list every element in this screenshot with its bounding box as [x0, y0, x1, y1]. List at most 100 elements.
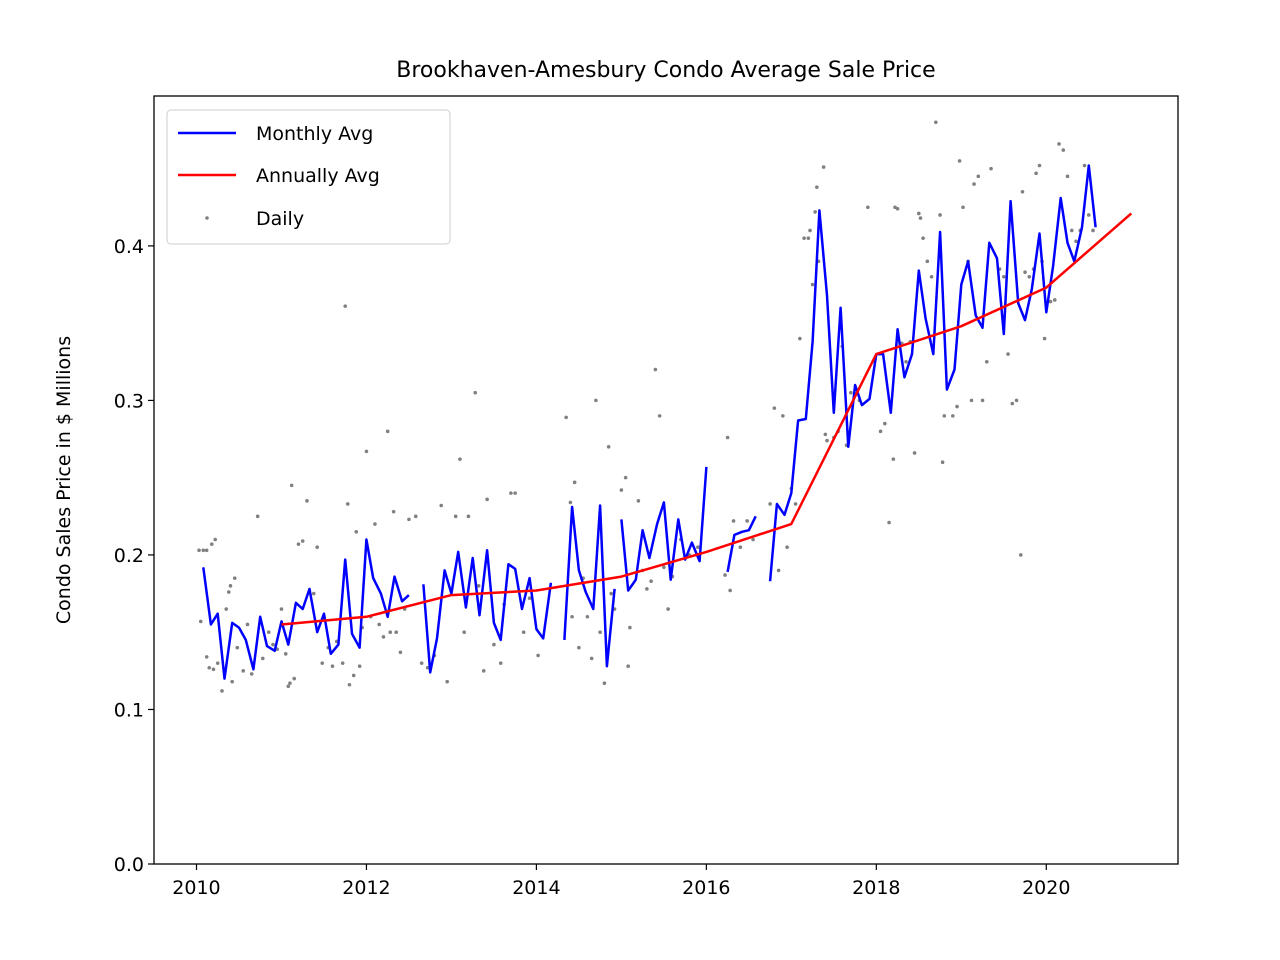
daily-point	[255, 514, 260, 519]
y-tick-label: 0.4	[114, 236, 144, 258]
daily-point	[957, 159, 962, 163]
daily-point	[921, 236, 925, 240]
y-tick-label: 0.0	[114, 854, 144, 876]
daily-point	[912, 451, 917, 455]
y-axis: 0.0 0.1 0.2 0.3 0.4	[114, 236, 154, 876]
daily-point	[942, 414, 947, 418]
daily-point	[260, 656, 265, 661]
daily-point	[241, 669, 246, 673]
daily-point	[1010, 401, 1015, 406]
daily-point	[776, 568, 781, 573]
daily-point	[213, 537, 217, 542]
daily-point	[653, 367, 658, 372]
daily-point	[878, 429, 883, 434]
chart-title: Brookhaven-Amesbury Condo Average Sale P…	[396, 58, 935, 83]
daily-point	[1020, 190, 1025, 194]
daily-point	[209, 542, 214, 546]
daily-point	[527, 596, 532, 601]
daily-point	[466, 514, 471, 519]
daily-point	[731, 519, 736, 523]
daily-point	[347, 682, 352, 687]
daily-point	[1034, 171, 1038, 176]
daily-point	[626, 664, 630, 669]
daily-point	[564, 415, 568, 420]
daily-point	[989, 166, 993, 171]
daily-point	[725, 435, 730, 440]
daily-point	[197, 548, 201, 553]
daily-point	[311, 591, 316, 596]
daily-point	[728, 588, 732, 593]
daily-point	[204, 655, 209, 659]
daily-point	[1052, 298, 1057, 302]
daily-point	[211, 667, 216, 672]
daily-point	[745, 519, 749, 523]
daily-point	[984, 359, 989, 364]
daily-point	[292, 676, 297, 681]
daily-point	[458, 457, 462, 461]
daily-point	[230, 679, 234, 684]
daily-point	[606, 444, 611, 449]
daily-point	[354, 529, 359, 534]
daily-point	[1006, 352, 1010, 356]
legend-label-daily: Daily	[256, 208, 304, 230]
daily-point	[925, 259, 930, 264]
daily-scatter	[197, 120, 1095, 693]
daily-point	[609, 591, 613, 596]
daily-point	[388, 630, 393, 635]
x-tick-label: 2014	[512, 877, 560, 899]
monthly-avg-line	[202, 164, 1097, 680]
annually-avg-line	[281, 212, 1133, 626]
daily-point	[345, 502, 350, 506]
daily-point	[1074, 239, 1078, 244]
daily-point	[266, 630, 271, 635]
daily-point	[955, 404, 959, 409]
daily-point	[391, 509, 396, 514]
daily-point	[305, 499, 309, 503]
daily-point	[513, 491, 517, 495]
daily-point	[866, 205, 870, 210]
daily-point	[300, 539, 305, 543]
daily-point	[476, 584, 481, 588]
daily-point	[1048, 299, 1053, 304]
daily-point	[445, 679, 449, 684]
daily-point	[815, 185, 819, 189]
daily-point	[289, 483, 294, 488]
daily-point	[343, 304, 348, 308]
daily-point	[785, 545, 789, 550]
daily-point	[419, 661, 424, 665]
daily-point	[1037, 163, 1042, 168]
daily-point	[891, 457, 896, 461]
daily-point	[398, 650, 403, 655]
daily-point	[585, 614, 590, 619]
daily-point	[934, 120, 938, 125]
legend: Monthly Avg Annually Avg Daily	[166, 109, 451, 245]
monthly-avg-segment	[563, 504, 616, 668]
daily-point	[509, 491, 513, 495]
daily-point	[1023, 270, 1027, 274]
daily-point	[929, 274, 934, 279]
daily-point	[521, 630, 526, 635]
daily-point	[1027, 274, 1032, 279]
daily-point	[439, 503, 444, 508]
daily-point	[492, 642, 496, 647]
daily-point	[364, 449, 369, 454]
daily-point	[568, 500, 573, 505]
monthly-avg-segment	[620, 466, 708, 592]
daily-point	[207, 665, 212, 670]
daily-point	[577, 645, 581, 650]
daily-point	[887, 520, 891, 525]
daily-point	[751, 537, 755, 542]
daily-point	[980, 398, 985, 403]
daily-point	[662, 565, 666, 570]
daily-point	[498, 661, 503, 665]
daily-point	[235, 645, 240, 650]
daily-point	[249, 672, 254, 676]
daily-point	[623, 475, 628, 480]
daily-point	[598, 630, 602, 635]
daily-point	[594, 398, 598, 403]
x-tick-label: 2010	[172, 877, 220, 899]
daily-point	[895, 207, 900, 211]
daily-point	[917, 211, 921, 216]
daily-point	[377, 622, 381, 627]
daily-point	[636, 499, 641, 503]
